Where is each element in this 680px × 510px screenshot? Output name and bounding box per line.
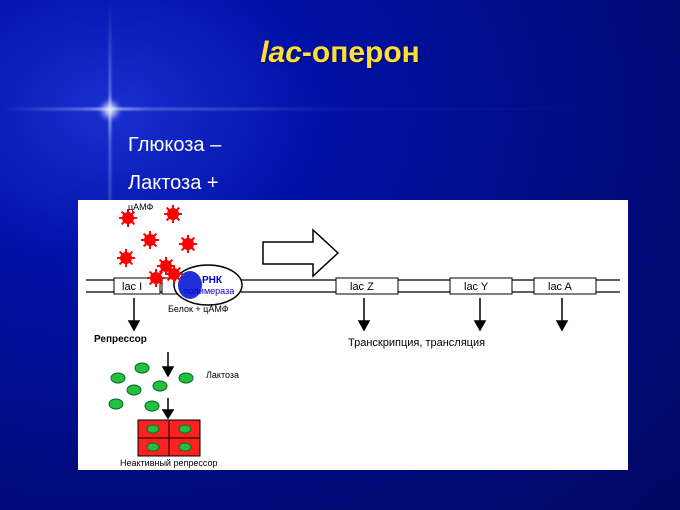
- inactive-repressor-box: [138, 420, 200, 456]
- gene-lacZ-label: lac Z: [350, 281, 374, 293]
- camp-complex-label: Белок + цАМФ: [168, 304, 229, 314]
- rnap-text1: РНК: [202, 275, 223, 286]
- slide-title: lac-оперон: [0, 36, 680, 70]
- transcription-arrow-icon: [263, 230, 338, 276]
- lactose-label: Лактоза: [206, 370, 239, 380]
- camp-bound-1: [165, 265, 183, 283]
- camp-bound-2: [147, 269, 165, 287]
- inactive-arrow-down: [163, 398, 173, 418]
- camp-molecules: [117, 205, 197, 275]
- repressor-arrow-down: [163, 352, 173, 376]
- diagram-panel: цАМФ lac I lac Z lac Y lac A: [78, 200, 628, 470]
- gene-lacI-label: lac I: [122, 281, 142, 293]
- lens-flare-core: [99, 99, 121, 121]
- condition-lactose: Лактоза +: [128, 172, 219, 195]
- transcription-label: Транскрипция, трансляция: [348, 337, 485, 349]
- rna-polymerase: РНК полимераза: [174, 265, 242, 305]
- gene-lacY-label: lac Y: [464, 281, 489, 293]
- camp-label: цАМФ: [128, 202, 154, 212]
- repressor-label: Репрессор: [94, 334, 147, 345]
- title-italic: lac: [260, 36, 302, 69]
- lactose-molecules: [109, 363, 193, 411]
- inactive-repressor-label: Неактивный репрессор: [120, 458, 217, 468]
- gene-lacA-label: lac A: [548, 281, 573, 293]
- lac-operon-diagram: цАМФ lac I lac Z lac Y lac A: [78, 200, 628, 470]
- condition-glucose: Глюкоза –: [128, 134, 221, 157]
- title-rest: -оперон: [302, 36, 420, 69]
- rnap-text2: полимераза: [184, 286, 234, 296]
